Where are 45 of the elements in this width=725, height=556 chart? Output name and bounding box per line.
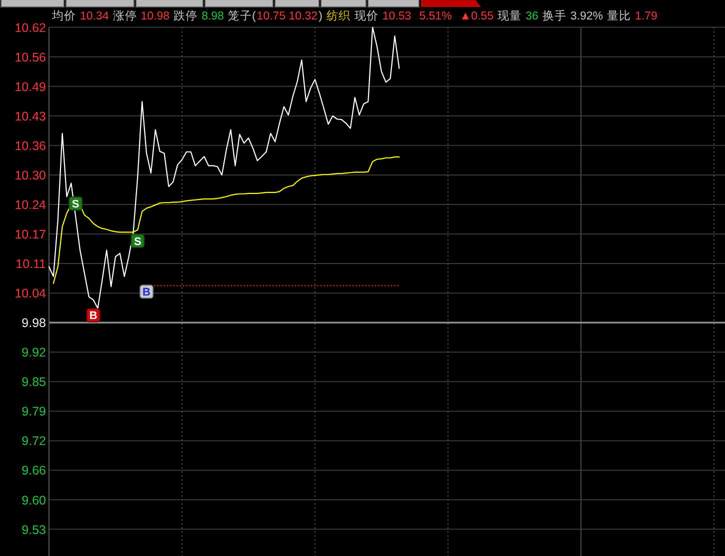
text: 5.51% [419, 10, 452, 22]
mark: B [86, 308, 100, 322]
y-tick-label: 10.62 [14, 20, 46, 35]
text: ▲0.55 [460, 10, 494, 22]
mark: S [68, 196, 83, 211]
y-tick-label: 9.72 [22, 434, 46, 448]
mark: B [140, 284, 154, 299]
y-tick-label: 9.92 [22, 346, 46, 360]
y-tick-label: 10.11 [16, 257, 46, 272]
y-tick-label: 10.30 [14, 168, 46, 182]
y-tick-label: 9.85 [22, 375, 46, 390]
y-tick-label: 9.98 [22, 316, 46, 330]
text: 跌停 [174, 10, 198, 22]
y-tick-label: 10.43 [14, 109, 46, 124]
text: 现价 [354, 10, 378, 22]
y-tick-label: 9.53 [22, 522, 46, 537]
text: 10.75 10.32 [256, 10, 318, 22]
y-tick-label: 10.56 [14, 50, 46, 64]
y-tick-label: 10.04 [14, 286, 46, 301]
text: 10.34 [80, 10, 110, 22]
text: 涨停 [112, 10, 137, 22]
y-tick-label: 10.17 [14, 228, 46, 242]
y-tick-label: 10.24 [14, 198, 46, 212]
text: 换手 [542, 8, 566, 22]
text: 1.79 [634, 10, 658, 22]
text: 笼子( [228, 10, 256, 22]
y-tick-label: 9.66 [22, 464, 46, 478]
y-tick-label: 10.36 [14, 138, 46, 153]
text: 10.98 [140, 10, 170, 22]
text: 8.98 [202, 10, 224, 22]
y-tick-label: 9.60 [22, 493, 46, 508]
text: 量比 [606, 10, 631, 22]
text: 3.92% [570, 10, 603, 22]
series-label: S [72, 198, 80, 211]
text: ) [318, 10, 323, 22]
text: 现量 [498, 10, 522, 22]
text: 均价 [51, 10, 76, 22]
text: 纺织 [326, 8, 350, 22]
text: 10.53 [382, 10, 412, 22]
mark: S [130, 234, 145, 248]
series-label: B [89, 310, 98, 322]
series-label: B [142, 286, 151, 299]
y-tick-label: 9.79 [22, 404, 46, 419]
text: 36 [526, 10, 538, 22]
y-tick-label: 10.49 [14, 80, 46, 94]
